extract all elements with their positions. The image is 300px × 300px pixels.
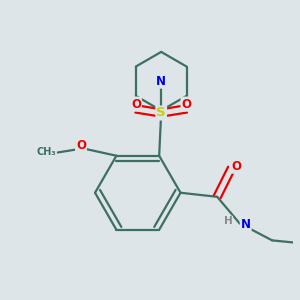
Text: O: O [231, 160, 241, 173]
Text: S: S [156, 106, 166, 119]
Text: O: O [131, 98, 141, 110]
Text: O: O [76, 139, 86, 152]
Text: N: N [241, 218, 251, 231]
Text: CH₃: CH₃ [36, 148, 56, 158]
Text: H: H [224, 216, 233, 226]
Text: O: O [182, 98, 191, 110]
Text: N: N [156, 75, 166, 88]
